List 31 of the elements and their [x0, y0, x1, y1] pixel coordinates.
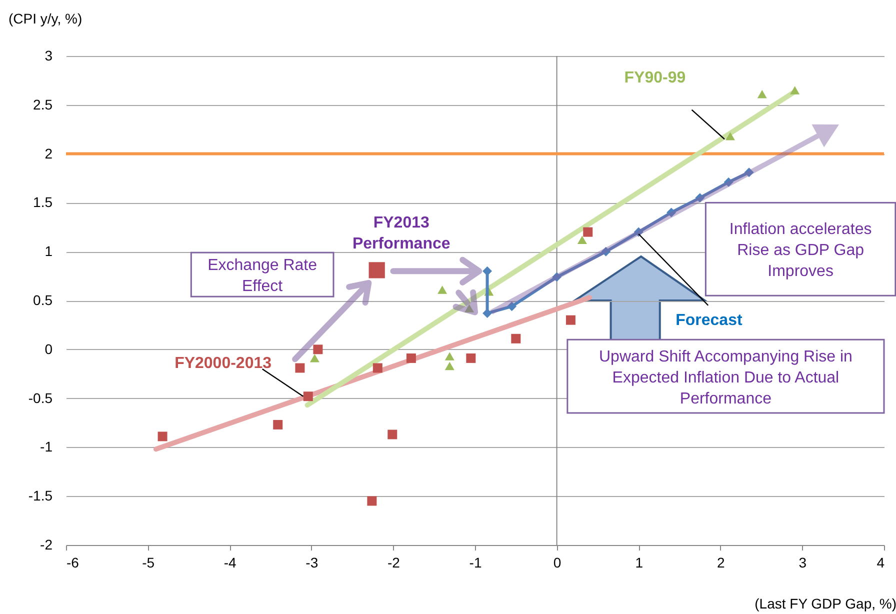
- x-tick-label: 0: [553, 554, 562, 570]
- x-tick-label: -4: [224, 554, 237, 570]
- x-tick-label: -5: [142, 554, 155, 570]
- x-tick-label: -2: [387, 554, 400, 570]
- x-tick-label: 4: [876, 554, 885, 570]
- x-tick-label: 2: [717, 554, 725, 570]
- series-label: FY2000-2013: [174, 355, 272, 372]
- y-tick-label: 0: [44, 340, 53, 357]
- series-label: FY2013 Performance: [352, 214, 450, 253]
- y-tick-label: 2.5: [33, 96, 53, 112]
- x-axis-title: (Last FY GDP Gap, %): [754, 596, 896, 612]
- annotation: Upward Shift Accompanying Rise in Expected Inflation Due to Actual Performance: [598, 348, 852, 408]
- y-tick-label: 1: [44, 243, 53, 260]
- text: FY90-99: [624, 70, 686, 87]
- y-tick-label: -1.5: [28, 488, 53, 504]
- y-tick-label: 1.5: [33, 194, 53, 210]
- y-tick-label: 0.5: [33, 292, 53, 308]
- text: Forecast: [676, 312, 743, 330]
- y-tick-label: -1: [40, 438, 53, 455]
- y-tick-label: -0.5: [28, 390, 53, 406]
- y-tick-label: 2: [44, 145, 53, 162]
- annotation: Exchange Rate Effect: [208, 257, 318, 296]
- y-tick-label: -2: [40, 536, 53, 552]
- x-tick-label: -6: [66, 554, 80, 570]
- x-tick-label: -1: [469, 554, 482, 570]
- x-tick-label: 1: [635, 554, 644, 570]
- x-tick-label: -3: [306, 554, 318, 570]
- annotation: Inflation accelerates Rise as GDP Gap Improves: [729, 221, 872, 280]
- x-tick-label: 3: [798, 554, 807, 570]
- y-tick-label: 3: [44, 48, 53, 64]
- y-axis-title: (CPI y/y, %): [8, 10, 82, 26]
